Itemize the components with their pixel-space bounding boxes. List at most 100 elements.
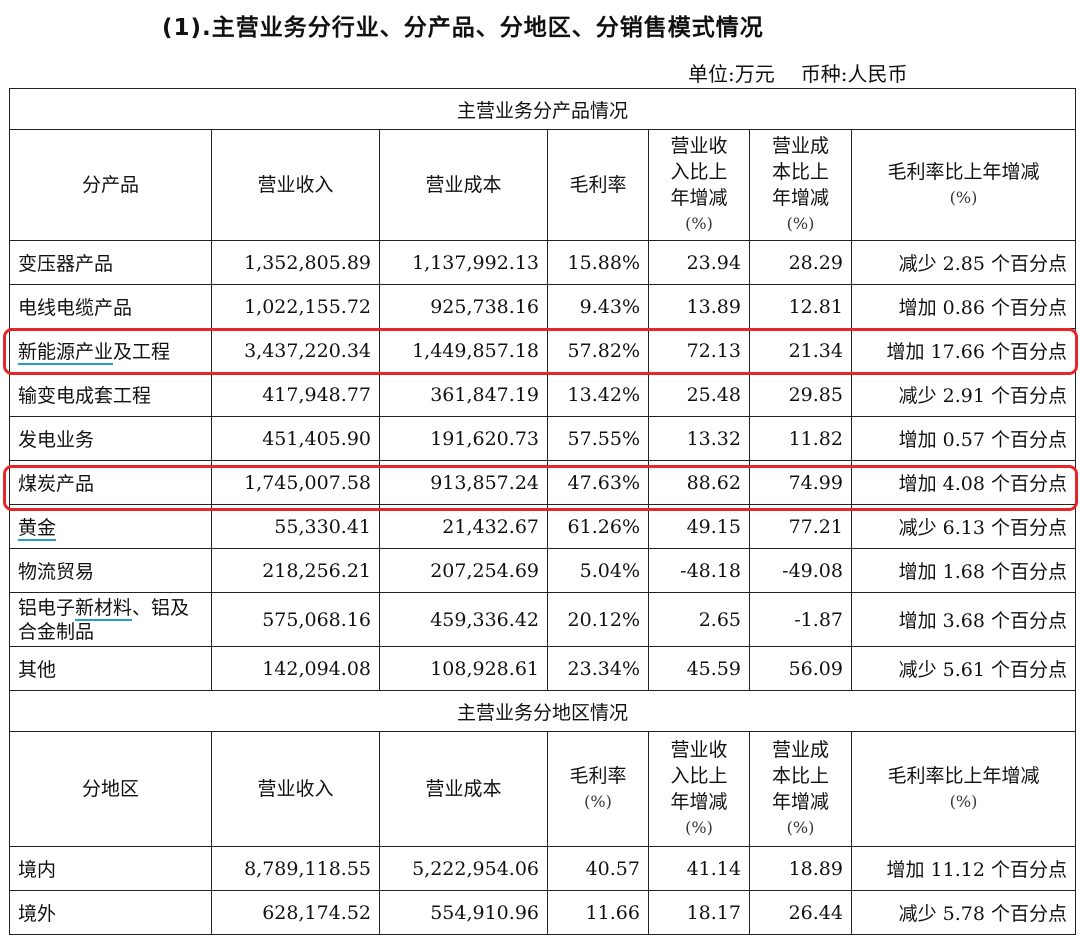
table-row: 发电业务 451,405.90 191,620.73 57.55% 13.32 …	[9, 416, 1076, 461]
margin-change-cell: 增加 11.12 个百分点	[851, 846, 1076, 891]
revenue-change-cell: 25.48	[648, 372, 750, 417]
revenue-cell: 142,094.08	[211, 646, 380, 691]
header-revenue-change: 营业收 入比上 年增减 (%)	[648, 129, 750, 241]
linked-term[interactable]: 新能源产业	[18, 341, 114, 365]
cost-change-cell: 12.81	[749, 284, 852, 329]
product-name-part: 、铝及合金制品	[18, 596, 190, 643]
revenue-change-cell: 45.59	[648, 646, 750, 691]
revenue-cell: 8,789,118.55	[211, 846, 380, 891]
header-margin-change: 毛利率比上年增减 (%)	[851, 129, 1076, 241]
margin-cell: 13.42%	[547, 372, 649, 417]
table-row: 电线电缆产品 1,022,155.72 925,738.16 9.43% 13.…	[9, 284, 1076, 329]
revenue-change-cell: 13.89	[648, 284, 750, 329]
cost-cell: 191,620.73	[379, 416, 548, 461]
revenue-change-cell: 41.14	[648, 846, 750, 891]
highlight-box-coal	[3, 465, 1078, 511]
header-line: 年增减	[670, 791, 728, 813]
region-name: 境外	[9, 890, 212, 935]
header-line: 年增减	[771, 187, 829, 209]
revenue-cell: 1,022,155.72	[211, 284, 380, 329]
cost-change-cell: 77.21	[749, 504, 852, 549]
cost-cell: 1,137,992.13	[379, 240, 548, 285]
cost-cell: 459,336.42	[379, 592, 548, 647]
revenue-change-cell: 23.94	[648, 240, 750, 285]
table-row: 物流贸易 218,256.21 207,254.69 5.04% -48.18 …	[9, 548, 1076, 593]
header-line: 营业收	[670, 135, 728, 157]
header-unit: (%)	[685, 818, 713, 837]
margin-change-cell: 减少 5.61 个百分点	[851, 646, 1076, 691]
header-cost-change: 营业成 本比上 年增减 (%)	[749, 731, 852, 847]
header-unit: (%)	[949, 792, 978, 811]
product-name: 新能源产业及工程	[9, 328, 212, 373]
product-name: 输变电成套工程	[9, 372, 212, 417]
margin-cell: 15.88%	[547, 240, 649, 285]
revenue-cell: 3,437,220.34	[211, 328, 380, 373]
header-revenue-change: 营业收 入比上 年增减 (%)	[648, 731, 750, 847]
header-unit: (%)	[786, 818, 815, 837]
header-unit: (%)	[949, 188, 978, 207]
header-line: 年增减	[670, 187, 728, 209]
cost-change-cell: 11.82	[749, 416, 852, 461]
revenue-change-cell: 18.17	[648, 890, 750, 935]
section-title: (1).主营业务分行业、分产品、分地区、分销售模式情况	[162, 15, 764, 41]
header-line: 入比上	[670, 765, 728, 787]
header-cost: 营业成本	[379, 129, 548, 241]
margin-change-cell: 减少 2.85 个百分点	[851, 240, 1076, 285]
margin-cell: 40.57	[547, 846, 649, 891]
unit-line: 单位:万元 币种:人民币	[688, 58, 908, 87]
revenue-cell: 1,352,805.89	[211, 240, 380, 285]
header-line: 本比上	[771, 765, 829, 787]
cost-change-cell: 21.34	[749, 328, 852, 373]
revenue-cell: 417,948.77	[211, 372, 380, 417]
revenue-change-cell: 72.13	[648, 328, 750, 373]
highlight-box-new-energy	[3, 328, 1078, 375]
margin-cell: 57.55%	[547, 416, 649, 461]
cost-change-cell: 26.44	[749, 890, 852, 935]
cost-cell: 207,254.69	[379, 548, 548, 593]
margin-cell: 11.66	[547, 890, 649, 935]
table-row: 铝电子新材料、铝及合金制品 575,068.16 459,336.42 20.1…	[9, 592, 1076, 647]
product-name-rest: 及工程	[113, 341, 171, 363]
product-name: 其他	[9, 646, 212, 691]
margin-change-cell: 增加 0.86 个百分点	[851, 284, 1076, 329]
table-row: 其他 142,094.08 108,928.61 23.34% 45.59 56…	[9, 646, 1076, 691]
region-name: 境内	[9, 846, 212, 891]
revenue-change-cell: 2.65	[648, 592, 750, 647]
product-name: 电线电缆产品	[9, 284, 212, 329]
header-margin-change: 毛利率比上年增减 (%)	[851, 731, 1076, 847]
revenue-change-cell: 49.15	[648, 504, 750, 549]
table-row: 境内 8,789,118.55 5,222,954.06 40.57 41.14…	[9, 846, 1076, 891]
cost-change-cell: -49.08	[749, 548, 852, 593]
header-cost: 营业成本	[379, 731, 548, 847]
margin-change-cell: 减少 2.91 个百分点	[851, 372, 1076, 417]
cost-cell: 925,738.16	[379, 284, 548, 329]
business-table: 主营业务分产品情况 分产品 营业收入 营业成本 毛利率 营业收 入比上 年增减 …	[9, 88, 1076, 935]
cost-cell: 21,432.67	[379, 504, 548, 549]
margin-cell: 20.12%	[547, 592, 649, 647]
header-product: 分产品	[9, 129, 212, 241]
margin-cell: 23.34%	[547, 646, 649, 691]
header-line: 毛利率比上年增减	[887, 161, 1040, 183]
table-row: 黄金 55,330.41 21,432.67 61.26% 49.15 77.2…	[9, 504, 1076, 549]
header-unit: (%)	[786, 214, 815, 233]
margin-cell: 61.26%	[547, 504, 649, 549]
cost-cell: 361,847.19	[379, 372, 548, 417]
margin-cell: 5.04%	[547, 548, 649, 593]
table-row: 变压器产品 1,352,805.89 1,137,992.13 15.88% 2…	[9, 240, 1076, 285]
revenue-cell: 628,174.52	[211, 890, 380, 935]
product-name: 发电业务	[9, 416, 212, 461]
unit-label: 单位:万元	[688, 62, 775, 86]
linked-term[interactable]: 新材料	[75, 596, 133, 621]
product-name: 物流贸易	[9, 548, 212, 593]
cost-cell: 5,222,954.06	[379, 846, 548, 891]
header-unit: (%)	[584, 792, 612, 811]
margin-change-cell: 增加 0.57 个百分点	[851, 416, 1076, 461]
revenue-cell: 451,405.90	[211, 416, 380, 461]
header-line: 营业成	[771, 739, 829, 761]
cost-cell: 108,928.61	[379, 646, 548, 691]
linked-term[interactable]: 黄金	[18, 517, 57, 541]
header-line: 年增减	[771, 791, 829, 813]
cost-cell: 554,910.96	[379, 890, 548, 935]
header-line: 营业收	[670, 739, 728, 761]
product-section-title: 主营业务分产品情况	[9, 88, 1076, 130]
